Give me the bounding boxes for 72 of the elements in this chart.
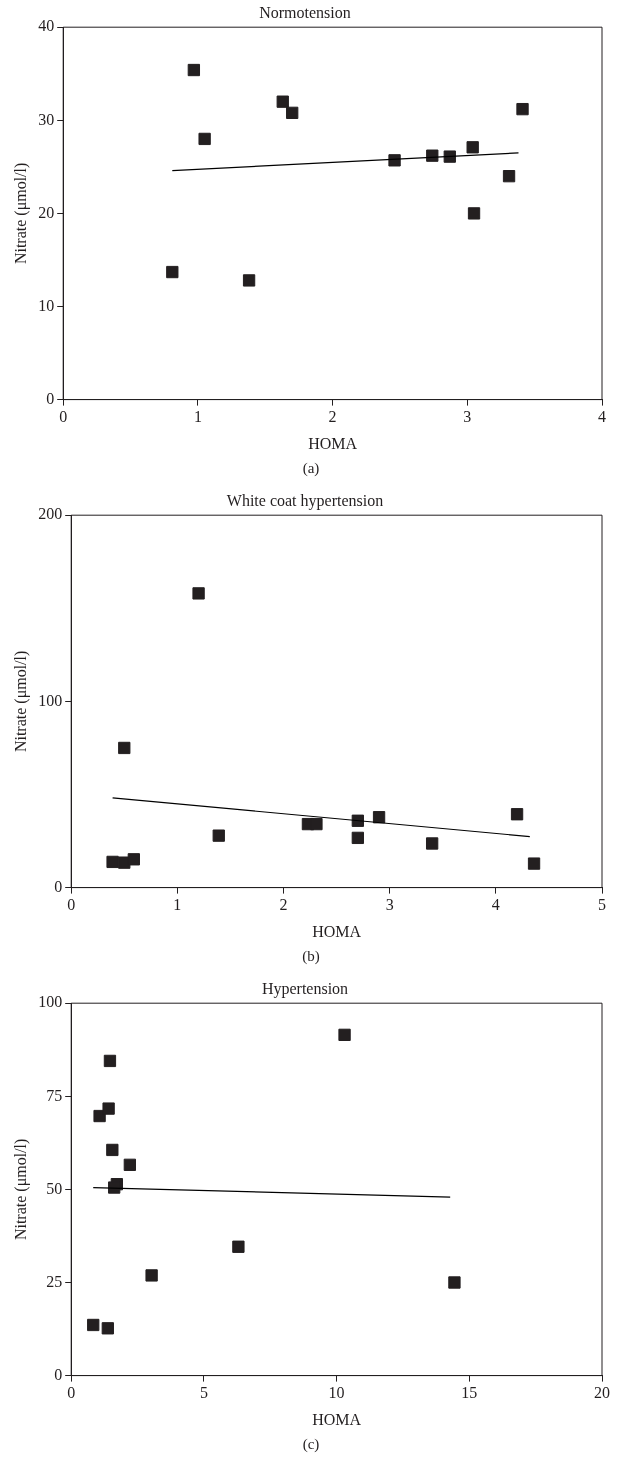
point bbox=[198, 132, 211, 146]
x-tick-label: 3 bbox=[463, 408, 472, 426]
x-axis-title: HOMA bbox=[312, 922, 362, 940]
point bbox=[425, 837, 439, 850]
point bbox=[467, 207, 481, 220]
point bbox=[101, 1322, 114, 1335]
y-tick-label: 30 bbox=[38, 110, 55, 128]
x-tick-label: 15 bbox=[461, 1384, 478, 1402]
x-tick-label: 4 bbox=[598, 408, 606, 426]
point bbox=[448, 1276, 461, 1289]
point bbox=[372, 811, 386, 824]
point bbox=[510, 808, 524, 821]
point bbox=[310, 817, 323, 831]
y-tick-label: 100 bbox=[38, 993, 63, 1011]
y-tick-label: 50 bbox=[46, 1179, 63, 1197]
point bbox=[286, 106, 299, 120]
x-tick-label: 0 bbox=[67, 896, 76, 914]
y-tick-label: 200 bbox=[38, 505, 63, 523]
chart-title: Hypertension bbox=[261, 979, 349, 998]
point bbox=[166, 265, 179, 279]
point bbox=[502, 170, 516, 183]
point bbox=[351, 831, 364, 845]
x-tick-label: 20 bbox=[594, 1384, 610, 1402]
x-tick-label: 5 bbox=[598, 896, 606, 914]
point bbox=[276, 95, 289, 108]
y-axis-title: Nitrate (μmol/l) bbox=[11, 1138, 30, 1241]
y-tick-label: 20 bbox=[38, 203, 55, 221]
y-axis-title: Nitrate (μmol/l) bbox=[11, 162, 30, 265]
y-tick-label: 0 bbox=[54, 877, 63, 895]
x-axis-title: HOMA bbox=[308, 434, 358, 452]
point bbox=[527, 857, 541, 870]
y-tick-label: 0 bbox=[46, 389, 55, 407]
text: (b) bbox=[301, 947, 321, 966]
x-tick-label: 4 bbox=[491, 896, 500, 914]
point bbox=[106, 855, 119, 869]
x-tick-label: 5 bbox=[199, 1384, 208, 1402]
point bbox=[103, 1054, 117, 1068]
point bbox=[145, 1269, 158, 1282]
x-tick-label: 10 bbox=[328, 1384, 345, 1402]
text: (c) bbox=[301, 1435, 321, 1454]
y-axis-title: Nitrate (μmol/l) bbox=[11, 650, 30, 753]
point bbox=[466, 141, 479, 154]
point bbox=[123, 1158, 137, 1171]
point bbox=[338, 1028, 351, 1042]
point bbox=[87, 1318, 100, 1332]
point bbox=[212, 829, 225, 842]
y-tick-label: 0 bbox=[54, 1365, 63, 1383]
point bbox=[242, 274, 256, 287]
point bbox=[187, 63, 201, 77]
y-tick-label: 75 bbox=[46, 1086, 63, 1104]
point bbox=[127, 853, 140, 866]
chart-title: White coat hypertension bbox=[226, 491, 384, 510]
y-tick-label: 25 bbox=[46, 1272, 63, 1290]
text: (a) bbox=[301, 459, 321, 478]
y-tick-label: 40 bbox=[38, 17, 55, 35]
point bbox=[516, 102, 529, 116]
x-tick-label: 1 bbox=[193, 408, 202, 426]
x-axis-title: HOMA bbox=[312, 1410, 362, 1428]
chart-title: Normotension bbox=[259, 3, 351, 21]
y-tick-label: 10 bbox=[38, 296, 55, 314]
x-tick-label: 3 bbox=[385, 896, 394, 914]
point bbox=[118, 741, 131, 755]
point bbox=[443, 150, 456, 163]
point bbox=[232, 1240, 245, 1253]
point bbox=[192, 587, 205, 600]
x-tick-label: 2 bbox=[279, 896, 288, 914]
point bbox=[102, 1102, 115, 1115]
x-tick-label: 1 bbox=[173, 896, 182, 914]
x-tick-label: 2 bbox=[328, 408, 337, 426]
x-tick-label: 0 bbox=[67, 1384, 76, 1402]
y-tick-label: 100 bbox=[38, 691, 63, 709]
point bbox=[106, 1143, 119, 1157]
